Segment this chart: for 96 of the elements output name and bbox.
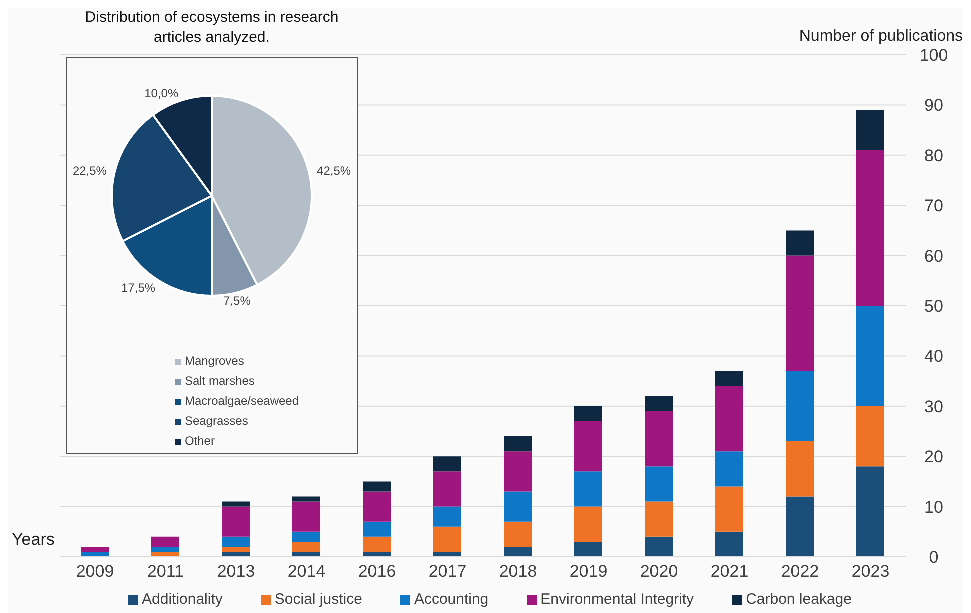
bar (856, 306, 884, 406)
legend-label: Accounting (414, 591, 489, 608)
x-tick-label: 2016 (358, 562, 396, 582)
bar (645, 396, 673, 412)
y-tick-label: 60 (924, 246, 944, 266)
bar (222, 546, 250, 552)
data-label: 10,0% (144, 86, 179, 100)
bar (786, 496, 814, 557)
data-label: 7,5% (224, 294, 252, 308)
data-label: 22,5% (72, 164, 108, 178)
bar (786, 256, 814, 372)
bar (222, 502, 250, 507)
bar (504, 546, 532, 557)
bar (504, 522, 532, 547)
y-tick-label: 70 (924, 196, 944, 216)
bar (504, 492, 532, 522)
bar (222, 536, 250, 547)
bar (716, 371, 744, 386)
bar (645, 466, 673, 502)
bar (716, 486, 744, 532)
legend-label: Social justice (274, 591, 362, 608)
legend-label: Salt marshes (184, 374, 255, 388)
x-tick-label: 2013 (217, 562, 256, 582)
bar (292, 542, 320, 552)
y-tick-label: 90 (924, 96, 944, 116)
bar (856, 466, 884, 557)
data-label: 17,5% (122, 281, 156, 296)
x-tick-label: 2014 (288, 562, 326, 582)
legend-label: Carbon leakage (746, 591, 852, 608)
bar (363, 552, 391, 557)
bar (574, 472, 602, 507)
bar (856, 150, 884, 306)
bar (292, 532, 320, 542)
bar (152, 536, 180, 547)
bar (716, 452, 744, 487)
chart-title: Distribution of ecosystems in research articles analyzed. (84, 8, 340, 48)
x-tick-label: 2011 (147, 562, 184, 582)
x-tick-label: 2022 (781, 562, 820, 582)
y-tick-label: 40 (924, 347, 944, 366)
bar (363, 522, 391, 537)
legend-label: Other (184, 434, 215, 448)
legend-label: Environmental Integrity (540, 591, 694, 608)
bar (363, 492, 391, 522)
bar (292, 552, 320, 557)
bar (434, 526, 462, 552)
y-tick-label: 20 (924, 448, 944, 467)
bar (716, 532, 744, 557)
bar (152, 546, 180, 552)
bar (363, 482, 391, 492)
bar (222, 506, 250, 537)
x-tick-label: 2019 (570, 562, 608, 582)
legend-label: Seagrasses (184, 414, 248, 428)
data-label: 42,5% (317, 164, 352, 178)
bar (434, 552, 462, 557)
y-tick-label: 80 (924, 146, 944, 166)
bar (292, 502, 320, 532)
bar (645, 411, 673, 467)
x-axis-title: Years (12, 530, 55, 550)
bar (363, 536, 391, 552)
legend-label: Mangroves (184, 354, 244, 368)
bar (574, 506, 602, 542)
x-tick-label: 2018 (499, 562, 538, 582)
bar (434, 472, 462, 507)
bar (574, 542, 602, 557)
bar (81, 546, 109, 552)
y-tick-label: 50 (924, 297, 944, 316)
legend-label: Additionality (142, 591, 223, 608)
y-tick-label: 100 (920, 46, 948, 66)
bar (222, 552, 250, 557)
x-tick-label: 2017 (428, 562, 467, 582)
x-tick-label: 2009 (76, 562, 114, 582)
bar (81, 552, 109, 557)
y-tick-label: 0 (929, 548, 939, 568)
bar (434, 456, 462, 472)
bar (292, 496, 320, 502)
bar (574, 421, 602, 472)
bar (645, 502, 673, 537)
bar (786, 230, 814, 256)
x-tick-label: 2021 (710, 562, 749, 582)
x-tick-label: 2020 (640, 562, 678, 582)
y-tick-label: 30 (924, 397, 944, 416)
bar (434, 506, 462, 527)
bar (856, 110, 884, 150)
bar (504, 436, 532, 452)
legend-label: Macroalgae/seaweed (184, 394, 300, 408)
bar (786, 442, 814, 497)
bar (152, 552, 180, 557)
y-axis-title: Number of publications (799, 28, 963, 46)
bar (504, 452, 532, 492)
bar (574, 406, 602, 422)
bar (856, 406, 884, 467)
bar (716, 386, 744, 452)
bar (786, 371, 814, 442)
y-tick-label: 10 (924, 498, 944, 517)
x-tick-label: 2023 (852, 562, 890, 582)
bar (645, 536, 673, 557)
